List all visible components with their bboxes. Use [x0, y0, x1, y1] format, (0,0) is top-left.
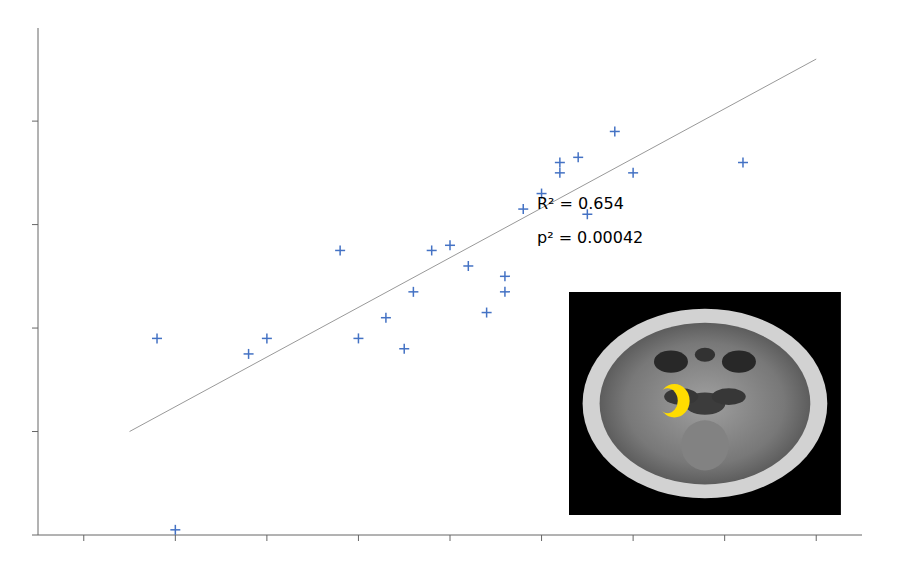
svg-text:p² = 0.00042: p² = 0.00042 — [537, 228, 643, 247]
svg-text:R² = 0.654: R² = 0.654 — [537, 194, 624, 213]
